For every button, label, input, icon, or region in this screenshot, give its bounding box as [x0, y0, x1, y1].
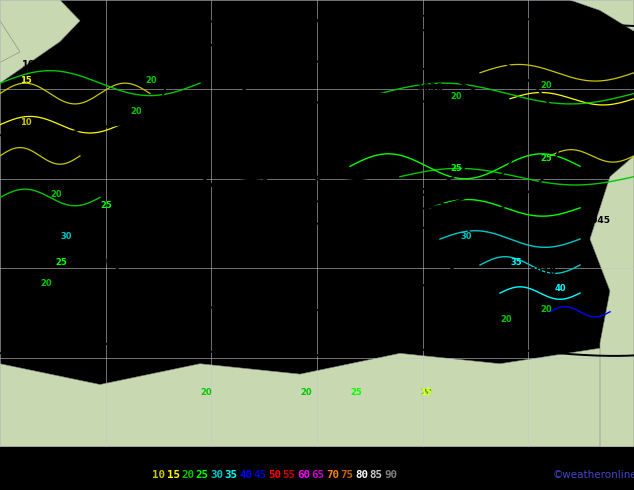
- Text: 1010: 1010: [55, 345, 82, 355]
- Text: 1012: 1012: [530, 336, 555, 345]
- Text: 25: 25: [100, 201, 112, 210]
- Polygon shape: [0, 21, 20, 62]
- Text: 1015: 1015: [22, 246, 49, 257]
- Text: 80: 80: [355, 470, 368, 480]
- Text: 45: 45: [254, 470, 266, 480]
- Text: 1015: 1015: [100, 200, 127, 210]
- Text: 60: 60: [297, 470, 310, 480]
- Text: 25: 25: [55, 258, 67, 267]
- Text: 1030: 1030: [417, 83, 444, 93]
- Text: 20: 20: [300, 388, 312, 397]
- Text: 1020: 1020: [276, 167, 304, 176]
- Text: 1025: 1025: [555, 60, 582, 70]
- Polygon shape: [0, 343, 634, 447]
- Text: 50: 50: [268, 470, 281, 480]
- Text: 65: 65: [311, 470, 325, 480]
- Text: 20: 20: [420, 388, 432, 397]
- Text: 20: 20: [540, 81, 552, 90]
- Text: 15: 15: [167, 470, 179, 480]
- Text: 1015: 1015: [100, 257, 127, 267]
- Text: 55: 55: [283, 470, 295, 480]
- Text: 75: 75: [340, 470, 354, 480]
- Text: 40: 40: [239, 470, 252, 480]
- Text: 85: 85: [370, 470, 382, 480]
- Text: 90: 90: [384, 470, 397, 480]
- Text: 1010: 1010: [55, 304, 82, 314]
- Polygon shape: [590, 156, 634, 447]
- Text: 15: 15: [420, 388, 432, 397]
- Text: 20: 20: [50, 191, 61, 199]
- Text: 30: 30: [460, 232, 472, 241]
- Text: 10: 10: [20, 118, 32, 127]
- Polygon shape: [570, 0, 634, 31]
- Text: 1015: 1015: [22, 169, 49, 179]
- Text: 35: 35: [224, 470, 238, 480]
- Text: 1025: 1025: [555, 132, 582, 142]
- Text: Isotachs 10m (km/h): Isotachs 10m (km/h): [4, 470, 127, 480]
- Text: 1015: 1015: [22, 60, 49, 70]
- Text: 1045: 1045: [585, 217, 610, 225]
- Polygon shape: [0, 0, 80, 83]
- Text: 1020: 1020: [545, 200, 572, 210]
- Text: 25: 25: [450, 165, 462, 173]
- Text: 30: 30: [210, 470, 223, 480]
- Text: 30: 30: [60, 232, 72, 241]
- Text: 20: 20: [200, 388, 212, 397]
- Text: 20: 20: [500, 315, 512, 324]
- Text: 70: 70: [326, 470, 339, 480]
- Text: We 12-06-2024 18:00 UTC (18+144): We 12-06-2024 18:00 UTC (18+144): [390, 452, 598, 462]
- Text: 25: 25: [350, 388, 362, 397]
- Text: Surface pressure [hPa] ECMWF: Surface pressure [hPa] ECMWF: [4, 452, 186, 462]
- Text: 25: 25: [195, 470, 209, 480]
- Text: 40: 40: [555, 284, 567, 293]
- Text: 10: 10: [152, 470, 165, 480]
- Text: 1015: 1015: [250, 319, 277, 329]
- Text: 20: 20: [540, 305, 552, 314]
- Text: 15: 15: [20, 76, 32, 85]
- Text: 20: 20: [145, 76, 157, 85]
- Text: 35: 35: [510, 258, 522, 267]
- Text: 1020: 1020: [347, 7, 373, 18]
- Text: 1010: 1010: [530, 268, 557, 277]
- Text: 25: 25: [540, 154, 552, 163]
- Text: 1020: 1020: [342, 2, 368, 12]
- Text: ©weatheronline.co.uk: ©weatheronline.co.uk: [553, 470, 634, 480]
- Text: 20: 20: [181, 470, 194, 480]
- Text: 1025: 1025: [356, 50, 384, 60]
- Text: 20: 20: [450, 92, 462, 101]
- Text: 20: 20: [130, 107, 141, 116]
- Text: 20: 20: [40, 279, 51, 288]
